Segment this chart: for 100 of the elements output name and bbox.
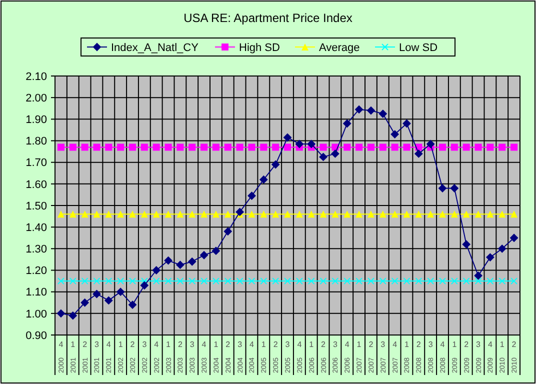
point: [320, 278, 327, 285]
point: [248, 278, 256, 285]
point: [439, 278, 446, 285]
y-tick-label: 1.70: [26, 157, 47, 170]
point: [379, 210, 386, 218]
point: [152, 210, 160, 218]
point: [474, 144, 482, 151]
point: [105, 278, 112, 285]
point: [378, 110, 387, 118]
point: [188, 144, 196, 151]
point: [284, 278, 291, 285]
point: [439, 210, 446, 218]
point: [57, 278, 64, 285]
point: [284, 210, 291, 218]
point: [296, 278, 303, 285]
point: [140, 210, 148, 218]
point: [93, 210, 100, 218]
point: [129, 144, 136, 151]
point: [474, 272, 482, 280]
point: [344, 210, 351, 218]
point: [129, 278, 136, 285]
point: [510, 234, 518, 242]
point: [69, 210, 76, 218]
point: [379, 144, 386, 151]
point: [117, 210, 124, 218]
y-tick-label: 0.90: [26, 330, 47, 342]
point: [152, 144, 160, 151]
point: [415, 210, 422, 218]
point: [486, 144, 494, 151]
point: [164, 256, 172, 265]
point: [248, 144, 256, 151]
point: [68, 312, 77, 320]
point: [367, 210, 374, 218]
point: [308, 278, 315, 285]
point: [450, 184, 458, 192]
point: [129, 210, 136, 218]
point: [498, 210, 506, 218]
point: [498, 244, 506, 253]
point: [236, 208, 244, 216]
point: [117, 144, 124, 151]
point: [224, 278, 232, 285]
point: [212, 144, 220, 151]
point: [176, 260, 184, 269]
y-tick-label: 1.90: [26, 114, 47, 126]
point: [320, 144, 327, 151]
point: [355, 105, 364, 114]
point: [284, 134, 292, 142]
point: [152, 266, 160, 274]
point: [427, 210, 434, 218]
point: [402, 119, 411, 128]
point: [188, 258, 196, 266]
point: [367, 144, 374, 151]
point: [343, 119, 352, 128]
y-tick-label: 2.00: [26, 92, 47, 104]
point: [319, 152, 328, 161]
point: [332, 210, 339, 218]
point: [200, 144, 208, 151]
point: [57, 144, 64, 151]
point: [332, 278, 339, 285]
legend-label: Average: [319, 42, 360, 54]
point: [152, 278, 160, 285]
point: [260, 210, 268, 218]
point: [427, 278, 434, 285]
point: [69, 144, 76, 151]
point: [248, 210, 256, 218]
point: [320, 210, 327, 218]
point: [164, 278, 172, 285]
point: [462, 144, 470, 151]
y-tick-label: 1.30: [26, 244, 47, 256]
point: [56, 309, 65, 318]
point: [176, 278, 184, 285]
point: [403, 144, 410, 151]
point: [260, 176, 268, 184]
point: [486, 210, 494, 218]
point: [344, 278, 351, 285]
legend-label: Index_A_Natl_CY: [111, 42, 200, 54]
point: [272, 160, 280, 168]
point: [510, 278, 518, 285]
point: [212, 278, 220, 285]
point: [462, 278, 470, 285]
legend-label: High SD: [239, 42, 280, 54]
point: [295, 140, 304, 148]
point: [367, 278, 374, 285]
point: [224, 144, 232, 151]
point: [260, 278, 268, 285]
point: [116, 288, 125, 296]
point: [510, 210, 518, 218]
point: [140, 144, 148, 151]
point: [474, 278, 482, 285]
point: [164, 144, 172, 151]
point: [450, 144, 458, 151]
y-tick-label: 2.10: [26, 70, 47, 83]
chart-title: USA RE: Apartment Price Index: [184, 11, 352, 25]
point: [356, 144, 363, 151]
point: [224, 227, 232, 236]
point: [296, 210, 303, 218]
point: [140, 278, 148, 285]
point: [379, 278, 386, 285]
point: [356, 210, 363, 218]
point: [414, 150, 423, 158]
